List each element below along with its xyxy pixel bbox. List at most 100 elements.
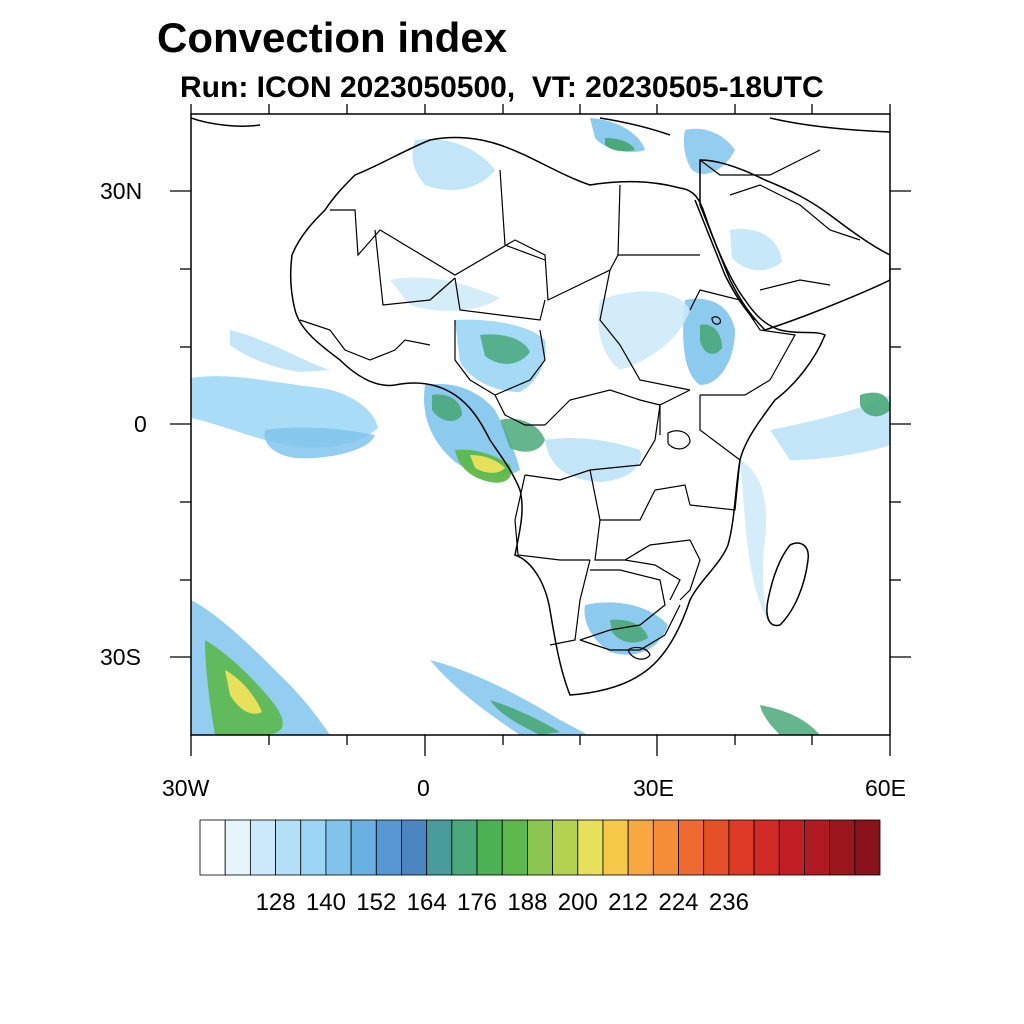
colorbar-tick-label: 200 xyxy=(557,889,598,916)
convection-area-mediterranean-core xyxy=(605,138,635,152)
border-niger-chad xyxy=(454,277,546,321)
border-libya-egypt xyxy=(617,184,621,256)
convection-area-sahel xyxy=(390,277,500,311)
colorbar-swatch xyxy=(275,819,302,876)
colorbar-swatch xyxy=(401,819,428,876)
border-drc-south xyxy=(589,469,691,521)
colorbar-tick-label: 236 xyxy=(708,889,749,916)
colorbar-swatch xyxy=(804,819,831,876)
colorbar-swatch xyxy=(527,819,553,876)
map-title: Convection index xyxy=(157,14,508,61)
border-botswana xyxy=(579,569,666,641)
lon-label-30w: 30W xyxy=(162,775,210,801)
border-angola xyxy=(514,474,590,561)
convection-area-south-africa-core xyxy=(610,619,648,643)
border-sahara xyxy=(330,209,700,301)
border-namibia xyxy=(549,559,591,646)
colorbar-swatch xyxy=(753,819,780,876)
border-mozambique xyxy=(679,539,701,601)
border-south-africa xyxy=(579,604,681,651)
colorbar-swatch xyxy=(350,819,377,876)
convection-area-madagascar-channel xyxy=(740,460,770,625)
border-tanzania xyxy=(689,459,741,511)
map-subtitle: Run: ICON 2023050500, VT: 20230505-18UTC xyxy=(180,71,824,104)
convection-area-southern-band xyxy=(430,660,586,735)
colorbar-swatch xyxy=(199,819,226,876)
convection-area-gulf-guinea-core xyxy=(432,394,462,422)
lat-label-30s: 30S xyxy=(100,644,141,670)
colorbar-swatch xyxy=(375,819,402,876)
arabia-coastline xyxy=(699,159,890,331)
axis-ticks xyxy=(170,104,911,756)
convection-area-mediterranean xyxy=(590,118,645,152)
mediterranean-north-coast xyxy=(599,117,890,136)
colorbar-tick-label: 212 xyxy=(608,889,649,916)
convection-area-equatorial-atlantic xyxy=(264,427,375,459)
colorbar-swatch xyxy=(778,819,805,876)
border-middle-east xyxy=(699,149,821,176)
colorbar-swatch xyxy=(249,819,276,876)
border-zimbabwe xyxy=(624,559,681,601)
colorbar xyxy=(199,819,881,876)
colorbar-tick-label: 128 xyxy=(255,889,296,916)
africa-coastline xyxy=(290,136,826,696)
lake-tana xyxy=(711,316,721,325)
colorbar-swatch xyxy=(300,819,327,876)
colorbar-tick-label: 224 xyxy=(658,889,699,916)
colorbar-swatch xyxy=(703,819,730,876)
lon-label-30e: 30E xyxy=(633,775,674,801)
convection-area-west-africa xyxy=(230,330,330,372)
lat-label-0: 0 xyxy=(134,411,147,437)
convection-area-congo-coast xyxy=(500,418,545,452)
colorbar-swatch xyxy=(426,819,453,876)
lon-label-0: 0 xyxy=(417,775,430,801)
convection-area-sudan xyxy=(598,291,690,370)
border-ethiopia xyxy=(689,289,796,396)
convection-area-southeast xyxy=(760,705,820,735)
madagascar-coastline xyxy=(766,542,809,627)
convection-area-southern-band-core xyxy=(490,700,560,735)
convection-area-nigeria-core xyxy=(480,334,530,364)
convection-field xyxy=(191,118,890,735)
lat-label-30n: 30N xyxy=(100,178,143,204)
colorbar-swatch xyxy=(829,819,856,876)
convection-area-south-atlantic-peak xyxy=(225,670,262,714)
convection-area-central-africa xyxy=(545,438,641,482)
coastlines xyxy=(191,117,890,696)
colorbar-tick-label: 152 xyxy=(356,889,397,916)
border-sudan xyxy=(599,269,691,391)
border-lesotho xyxy=(627,646,651,660)
border-cameroon xyxy=(494,394,545,426)
colorbar-swatch xyxy=(602,819,629,876)
convection-area-maghreb xyxy=(412,139,495,190)
convection-area-gabon-peak xyxy=(470,455,505,473)
border-arabia xyxy=(729,184,861,291)
colorbar-swatch xyxy=(577,819,604,876)
colorbar-swatch xyxy=(325,819,352,876)
colorbar-swatch xyxy=(501,819,528,876)
lon-label-60e: 60E xyxy=(865,775,906,801)
iberia-coast xyxy=(191,117,261,127)
colorbar-swatch xyxy=(652,819,679,876)
lake-victoria xyxy=(667,430,691,450)
convection-area-indian-ocean-core xyxy=(860,392,890,417)
convection-area-ethiopia-core xyxy=(700,324,722,354)
colorbar-swatch xyxy=(627,819,654,876)
lakes xyxy=(667,316,721,450)
colorbar-tick-label: 164 xyxy=(406,889,447,916)
colorbar-swatch xyxy=(552,819,579,876)
colorbar-swatch xyxy=(678,819,705,876)
colorbar-swatch xyxy=(728,819,755,876)
colorbar-swatch xyxy=(476,819,503,876)
colorbar-tick-label: 176 xyxy=(456,889,498,916)
country-borders xyxy=(299,149,861,660)
colorbar-swatch xyxy=(854,819,881,876)
colorbar-swatch xyxy=(451,819,478,876)
border-congo xyxy=(524,389,661,481)
colorbar-swatch xyxy=(224,819,251,876)
border-west-africa-coast xyxy=(299,319,431,361)
border-algeria-libya xyxy=(499,169,546,261)
convection-area-indian-ocean xyxy=(770,395,890,460)
colorbar-tick-label: 188 xyxy=(507,889,548,916)
